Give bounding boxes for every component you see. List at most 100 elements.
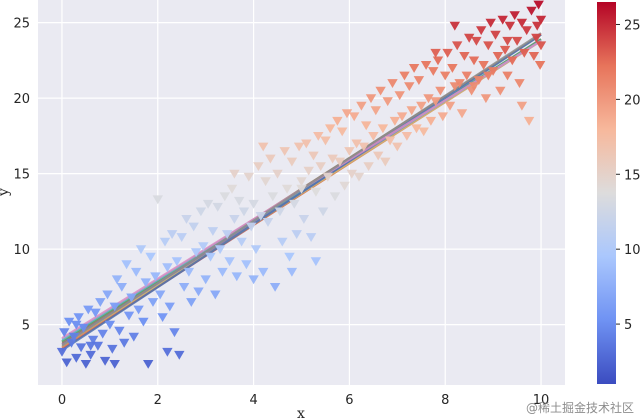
- scatter-point: [286, 157, 298, 167]
- scatter-point: [111, 275, 123, 285]
- scatter-point: [468, 82, 480, 91]
- scatter-point: [514, 79, 525, 88]
- scatter-point: [509, 11, 520, 20]
- scatter-point: [198, 242, 209, 251]
- scatter-point: [449, 21, 460, 31]
- scatter-point: [478, 61, 489, 70]
- scatter-point: [447, 64, 458, 73]
- scatter-point: [68, 332, 80, 342]
- scatter-point: [253, 162, 264, 171]
- scatter-point: [246, 222, 257, 232]
- scatter-point: [495, 86, 506, 96]
- scatter-point: [519, 48, 530, 58]
- scatter-point: [140, 278, 151, 288]
- scatter-point: [471, 36, 482, 46]
- scatter-point: [133, 305, 144, 315]
- scatter-point: [461, 71, 472, 81]
- scatter-point: [212, 202, 223, 212]
- y-tick-label: 5: [22, 319, 30, 334]
- scatter-point: [325, 124, 336, 134]
- scatter-point: [143, 360, 154, 369]
- watermark: @稀土掘金技术社区: [525, 401, 634, 415]
- scatter-point: [178, 283, 190, 292]
- scatter-point: [413, 76, 425, 85]
- scatter-point: [401, 132, 413, 141]
- scatter-point: [61, 358, 72, 368]
- scatter-point: [162, 347, 173, 357]
- scatter-point: [396, 112, 408, 122]
- scatter-point: [224, 257, 235, 267]
- scatter-point: [267, 192, 278, 202]
- scatter-point: [516, 101, 528, 111]
- scatter-point: [361, 121, 372, 131]
- scatter-point: [107, 344, 118, 354]
- scatter-point: [322, 172, 333, 182]
- scatter-point: [492, 52, 504, 61]
- scatter-point: [265, 154, 276, 164]
- scatter-point: [186, 298, 197, 307]
- scatter-point: [497, 15, 508, 25]
- scatter-point: [523, 116, 535, 126]
- scatter-point: [71, 353, 82, 363]
- scatter-point: [377, 124, 389, 134]
- colorbar-tick-label: 20: [624, 93, 640, 108]
- scatter-point: [229, 169, 240, 179]
- scatter-point: [248, 275, 259, 285]
- scatter-point: [452, 41, 463, 51]
- scatter-point: [234, 196, 245, 206]
- scatter-point: [99, 356, 111, 366]
- scatter-point: [389, 116, 401, 126]
- scatter-point: [71, 320, 82, 330]
- x-tick-label: 0: [58, 393, 66, 408]
- x-tick-label: 6: [345, 393, 353, 408]
- scatter-point: [440, 71, 451, 81]
- scatter-point: [444, 101, 456, 111]
- scatter-point: [411, 124, 422, 134]
- scatter-point: [241, 260, 252, 270]
- scatter-point: [363, 162, 374, 171]
- scatter-point: [73, 313, 84, 322]
- scatter-point: [164, 302, 175, 312]
- scatter-point: [296, 184, 307, 194]
- scatter-point: [92, 341, 104, 351]
- scatter-point: [157, 313, 168, 322]
- scatter-point: [483, 71, 494, 81]
- scatter-point: [351, 139, 362, 149]
- scatter-point: [210, 290, 221, 300]
- scatter-point: [80, 360, 92, 369]
- scatter-point: [119, 338, 130, 348]
- scatter-point: [356, 101, 367, 111]
- scatter-point: [459, 52, 470, 61]
- scatter-point: [166, 230, 178, 239]
- scatter-point: [258, 267, 269, 277]
- scatter-point: [384, 136, 396, 146]
- y-axis-label: y: [0, 188, 12, 197]
- scatter-point: [456, 109, 468, 119]
- scatter-point: [532, 21, 543, 31]
- scatter-point: [269, 283, 281, 292]
- scatter-point: [202, 199, 214, 209]
- scatter-point: [193, 287, 204, 297]
- scatter-point: [63, 317, 75, 327]
- scatter-point: [504, 21, 516, 31]
- scatter-point: [181, 215, 192, 224]
- scatter-point: [56, 347, 68, 357]
- scatter-point: [114, 326, 125, 336]
- scatter-points: [56, 0, 547, 369]
- colorbar-tick-label: 5: [624, 318, 632, 333]
- y-tick-labels: 5 10 15 20 25: [13, 17, 30, 334]
- colorbar: [597, 2, 616, 384]
- x-tick-label: 8: [441, 393, 449, 408]
- scatter-point: [535, 41, 547, 51]
- scatter-point: [97, 329, 108, 339]
- scatter-point: [231, 272, 242, 282]
- scatter-point: [375, 86, 386, 96]
- scatter-point: [499, 45, 511, 55]
- scatter-point: [449, 82, 460, 91]
- x-axis-label: x: [297, 406, 305, 420]
- scatter-point: [59, 328, 70, 338]
- y-tick-label: 15: [13, 168, 30, 183]
- scatter-point: [320, 136, 331, 146]
- scatter-point: [404, 82, 415, 91]
- scatter-point: [176, 233, 187, 242]
